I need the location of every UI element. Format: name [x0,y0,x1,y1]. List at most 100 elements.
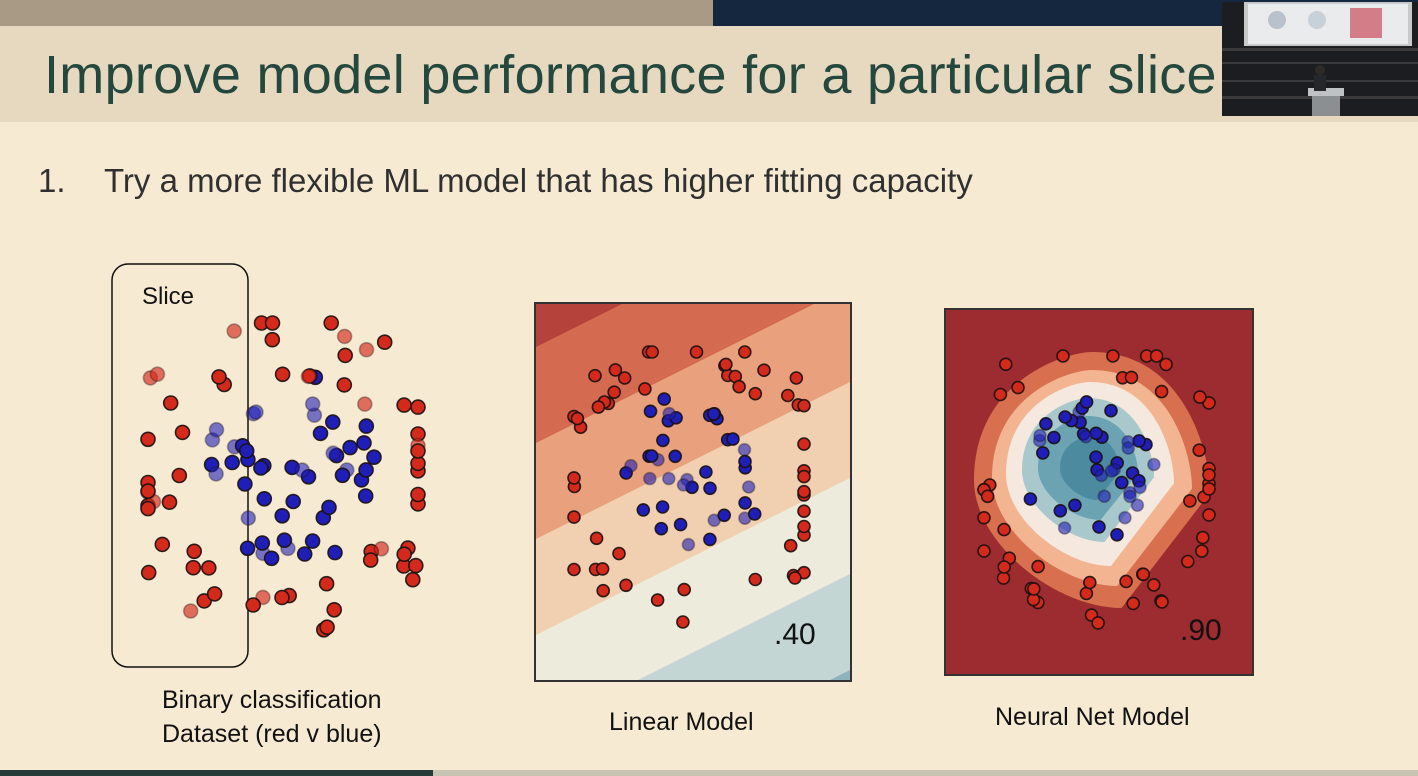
data-point-blue [1068,498,1082,513]
data-point-red [1136,567,1151,582]
data-point-red [326,601,342,618]
data-point-blue [342,439,358,456]
data-point-red [337,347,353,364]
data-point-red [1011,380,1025,395]
data-point-blue [654,521,669,536]
data-point-blue [1133,480,1147,495]
data-point-red [797,504,811,518]
data-point-blue [325,445,341,461]
data-point-red [1083,575,1097,590]
data-point-blue [703,481,717,496]
data-point-blue [1118,510,1132,525]
data-point-blue [1094,468,1109,483]
data-point-blue [321,499,337,516]
data-point-blue [676,478,691,492]
dataset-scatter-plot: Slice [111,263,426,668]
data-point-blue [1036,446,1050,460]
neural-score: .90 [1180,614,1222,647]
data-point-blue [673,517,688,532]
data-point-red [645,345,659,359]
data-point-red [245,597,261,613]
data-point-red [140,431,156,448]
slide-title: Improve model performance for a particul… [44,45,1217,105]
data-point-red [617,371,632,385]
speaker-video-thumbnail[interactable] [1222,2,1418,116]
data-point-red [993,387,1008,402]
data-point-blue [325,414,341,430]
data-point-blue [304,396,321,412]
data-point-red [1193,390,1207,404]
data-point-blue [285,493,301,510]
data-point-red [1119,574,1133,589]
data-point-red [1192,443,1206,457]
data-point-blue [296,546,313,562]
linear-model-panel: .40 [534,302,852,682]
data-point-red [797,437,811,451]
data-point-red [781,388,795,403]
data-point-blue [358,462,374,478]
data-point-blue [681,537,696,552]
data-point-red [1031,559,1045,574]
data-point-blue [1079,395,1094,409]
data-point-red [140,500,156,517]
data-point-red [356,396,373,412]
data-point-red [186,543,202,560]
dataset-panel: Slice [100,255,440,668]
linear-score: .40 [774,618,816,651]
data-point-red [201,560,217,576]
data-point-red [396,546,413,563]
bullet-text: Try a more flexible ML model that has hi… [104,162,973,199]
data-point-red [567,562,581,577]
data-point-blue [636,503,651,517]
data-point-red [1202,508,1216,522]
data-point-red [1154,384,1169,399]
decision-band [826,669,852,682]
data-point-blue [624,458,638,473]
data-point-blue [224,454,240,471]
data-point-blue [655,500,670,514]
data-point-blue [208,421,225,438]
data-point-blue [738,496,752,510]
data-point-blue [1132,434,1146,448]
data-point-blue [1121,441,1136,455]
data-point-blue [358,418,375,434]
data-point-blue [1058,410,1072,424]
data-point-red [1195,530,1210,545]
data-point-red [1202,468,1216,482]
data-point-blue [304,533,321,549]
data-point-red [358,341,375,358]
data-point-red [638,382,652,396]
data-point-blue [662,471,676,486]
data-point-red [149,366,166,382]
data-point-red [154,536,171,553]
data-point-red [274,589,290,606]
data-point-blue [643,471,657,486]
data-point-red [264,315,281,331]
data-point-blue [1104,464,1119,478]
data-point-red [336,328,353,345]
data-point-blue [357,488,374,504]
data-point-red [185,559,202,576]
data-point-red [318,575,335,592]
data-point-red [1155,595,1169,609]
data-point-blue [334,467,351,484]
data-point-blue [356,435,372,451]
data-point-blue [1123,489,1137,504]
data-point-blue [1033,428,1047,443]
neural-caption: Neural Net Model [995,703,1190,731]
data-point-red [732,379,746,394]
data-point-blue [706,407,721,421]
data-point-blue [1147,457,1161,472]
data-point-red [1091,616,1105,630]
data-point-red [162,395,179,411]
data-point-red [619,578,633,593]
data-point-blue [1053,504,1068,518]
neural-model-plot: .90 [944,308,1254,676]
data-point-red [404,571,421,588]
data-point-red [323,315,339,331]
data-point-red [607,385,621,399]
data-point-red [689,345,704,359]
data-point-blue [737,442,752,457]
data-point-red [567,510,581,524]
data-point-red [998,357,1013,372]
